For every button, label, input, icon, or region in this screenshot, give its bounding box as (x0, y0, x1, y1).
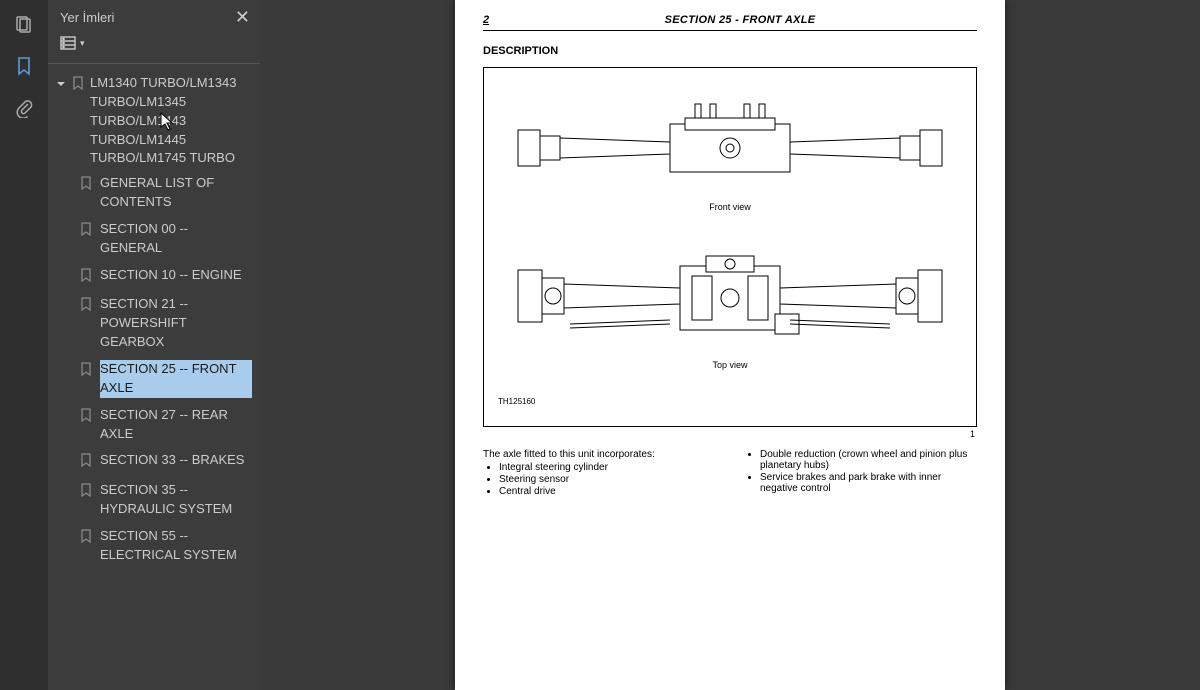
top-view-caption: Top view (712, 360, 747, 370)
tree-item[interactable]: SECTION 21 -- POWERSHIFT GEARBOX (78, 291, 254, 356)
thumbnails-icon[interactable] (12, 12, 36, 36)
tree-item-label[interactable]: SECTION 21 -- POWERSHIFT GEARBOX (100, 295, 252, 352)
attachments-icon[interactable] (12, 96, 36, 120)
page-section-title: SECTION 25 - FRONT AXLE (503, 14, 977, 26)
list-item: Double reduction (crown wheel and pinion… (760, 449, 977, 471)
bookmarks-icon[interactable] (12, 54, 36, 78)
bookmark-icon (80, 362, 94, 382)
desc-intro: The axle fitted to this unit incorporate… (483, 449, 716, 460)
top-view-diagram: Top view (498, 236, 962, 370)
tree-children: GENERAL LIST OF CONTENTS SECTION 00 -- GE… (56, 170, 254, 568)
tree-item[interactable]: SECTION 00 -- GENERAL (78, 216, 254, 262)
tree-item[interactable]: SECTION 10 -- ENGINE (78, 262, 254, 292)
outline-options-button[interactable]: ▾ (60, 36, 85, 50)
panel-title: Yer İmleri (60, 10, 114, 25)
tree-item[interactable]: SECTION 27 -- REAR AXLE (78, 402, 254, 448)
side-toolbar (0, 0, 48, 690)
tree-item-label[interactable]: SECTION 55 -- ELECTRICAL SYSTEM (100, 527, 252, 565)
tree-item-label[interactable]: SECTION 33 -- BRAKES (100, 451, 252, 470)
description-heading: DESCRIPTION (483, 45, 977, 57)
bookmark-icon (80, 176, 94, 196)
list-item: Service brakes and park brake with inner… (760, 472, 977, 494)
bookmark-tree: LM1340 TURBO/LM1343 TURBO/LM1345 TURBO/L… (48, 64, 260, 577)
page-number: 2 (483, 14, 503, 26)
front-view-diagram: Front view (498, 98, 962, 212)
tree-item[interactable]: GENERAL LIST OF CONTENTS (78, 170, 254, 216)
list-item: Central drive (499, 486, 716, 497)
tree-item-label[interactable]: SECTION 35 -- HYDRAULIC SYSTEM (100, 481, 252, 519)
document-viewer: AUTOPDF.NET 2 SECTION 25 - FRONT AXLE DE… (260, 0, 1200, 690)
desc-col-right: Double reduction (crown wheel and pinion… (744, 449, 977, 498)
diagram-code: TH125160 (498, 397, 535, 406)
tree-item[interactable]: SECTION 33 -- BRAKES (78, 447, 254, 477)
tree-item[interactable]: SECTION 55 -- ELECTRICAL SYSTEM (78, 523, 254, 569)
bookmark-icon (80, 268, 94, 288)
bookmark-icon (80, 483, 94, 503)
tree-root-label[interactable]: LM1340 TURBO/LM1343 TURBO/LM1345 TURBO/L… (90, 74, 254, 168)
figure-number: 1 (483, 429, 977, 439)
tree-item-label[interactable]: SECTION 27 -- REAR AXLE (100, 406, 252, 444)
description-columns: The axle fitted to this unit incorporate… (483, 449, 977, 498)
list-item: Steering sensor (499, 474, 716, 485)
bookmark-icon (80, 453, 94, 473)
bookmarks-panel: Yer İmleri ✕ ▾ LM1340 TURBO/LM1343 TURBO… (48, 0, 260, 690)
tree-item-label[interactable]: SECTION 10 -- ENGINE (100, 266, 252, 285)
tree-item[interactable]: SECTION 35 -- HYDRAULIC SYSTEM (78, 477, 254, 523)
bookmark-icon (80, 529, 94, 549)
bookmark-icon (80, 222, 94, 242)
front-view-caption: Front view (709, 202, 751, 212)
close-icon[interactable]: ✕ (235, 8, 250, 26)
bookmark-icon (80, 408, 94, 428)
page-header: 2 SECTION 25 - FRONT AXLE (483, 14, 977, 31)
panel-tools: ▾ (48, 32, 260, 64)
tree-item-label[interactable]: SECTION 00 -- GENERAL (100, 220, 252, 258)
tree-item-label[interactable]: SECTION 25 -- FRONT AXLE (100, 360, 252, 398)
tree-root-item[interactable]: LM1340 TURBO/LM1343 TURBO/LM1345 TURBO/L… (56, 72, 254, 170)
chevron-down-icon[interactable] (56, 76, 68, 95)
pdf-page: 2 SECTION 25 - FRONT AXLE DESCRIPTION (455, 0, 1005, 690)
tree-item[interactable]: SECTION 25 -- FRONT AXLE (78, 356, 254, 402)
desc-col-left: The axle fitted to this unit incorporate… (483, 449, 716, 498)
diagram-frame: Front view (483, 67, 977, 427)
bookmark-icon (72, 76, 86, 96)
bookmark-icon (80, 297, 94, 317)
list-item: Integral steering cylinder (499, 462, 716, 473)
tree-item-label[interactable]: GENERAL LIST OF CONTENTS (100, 174, 252, 212)
panel-header: Yer İmleri ✕ (48, 0, 260, 32)
